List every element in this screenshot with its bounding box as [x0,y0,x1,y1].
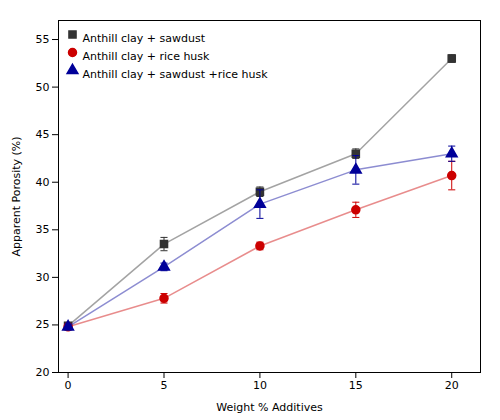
svg-text:50: 50 [36,81,50,94]
svg-text:35: 35 [36,223,50,236]
svg-text:10: 10 [253,379,267,392]
svg-text:40: 40 [36,176,50,189]
svg-text:Apparent Porosity (%): Apparent Porosity (%) [10,136,23,256]
svg-text:Anthill clay + rice husk: Anthill clay + rice husk [83,50,211,63]
svg-text:Weight % Additives: Weight % Additives [216,401,323,414]
svg-text:20: 20 [36,366,50,379]
svg-text:20: 20 [445,379,459,392]
svg-text:45: 45 [36,128,50,141]
svg-text:55: 55 [36,33,50,46]
svg-text:15: 15 [349,379,363,392]
svg-text:30: 30 [36,271,50,284]
svg-text:Anthill clay + sawdust: Anthill clay + sawdust [83,32,206,45]
svg-text:25: 25 [36,318,50,331]
svg-text:Anthill clay + sawdust +rice h: Anthill clay + sawdust +rice husk [83,68,269,81]
svg-text:5: 5 [161,379,168,392]
svg-text:0: 0 [65,379,72,392]
